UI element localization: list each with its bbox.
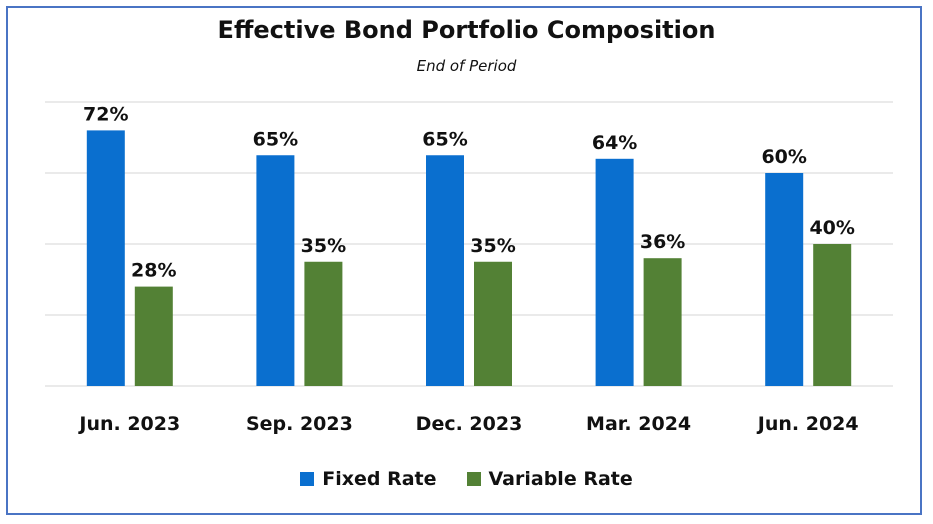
x-tick-label: Jun. 2023: [77, 413, 180, 435]
bar-variable: [813, 244, 852, 386]
data-label-variable: 35%: [470, 235, 515, 257]
x-tick-label: Sep. 2023: [246, 413, 353, 435]
bar-fixed: [426, 155, 464, 386]
legend-swatch-fixed: [300, 472, 315, 486]
chart-title: Effective Bond Portfolio Composition: [217, 16, 716, 44]
data-label-variable: 28%: [131, 260, 176, 282]
legend-item-variable: Variable Rate: [466, 468, 633, 490]
bar-fixed: [765, 173, 804, 386]
data-label-fixed: 65%: [422, 128, 467, 150]
data-label-variable: 40%: [809, 217, 854, 239]
bar-variable: [643, 258, 682, 386]
legend-swatch-variable: [466, 472, 481, 486]
data-label-variable: 35%: [301, 235, 346, 257]
data-label-fixed: 65%: [253, 128, 298, 150]
bar-variable: [474, 261, 512, 386]
x-tick-label: Jun. 2024: [756, 413, 859, 435]
bar-variable: [134, 286, 173, 386]
legend-label-fixed: Fixed Rate: [322, 468, 437, 490]
chart-subtitle: End of Period: [416, 57, 517, 75]
legend-label-variable: Variable Rate: [488, 468, 633, 490]
data-label-variable: 36%: [640, 231, 685, 253]
x-tick-label: Dec. 2023: [416, 413, 523, 435]
bar-fixed: [256, 155, 295, 386]
data-label-fixed: 72%: [83, 103, 128, 125]
bar-fixed: [595, 158, 634, 386]
bar-fixed: [86, 130, 125, 386]
legend: Fixed Rate Variable Rate: [0, 468, 933, 490]
data-label-fixed: 64%: [592, 132, 637, 154]
x-tick-label: Mar. 2024: [586, 413, 691, 435]
bar-variable: [304, 261, 343, 386]
data-label-fixed: 60%: [761, 146, 806, 168]
bar-chart: 72% 28% Jun. 2023 65% 35% Sep. 2023 65% 35% Dec.…: [45, 101, 893, 435]
legend-item-fixed: Fixed Rate: [300, 468, 437, 490]
